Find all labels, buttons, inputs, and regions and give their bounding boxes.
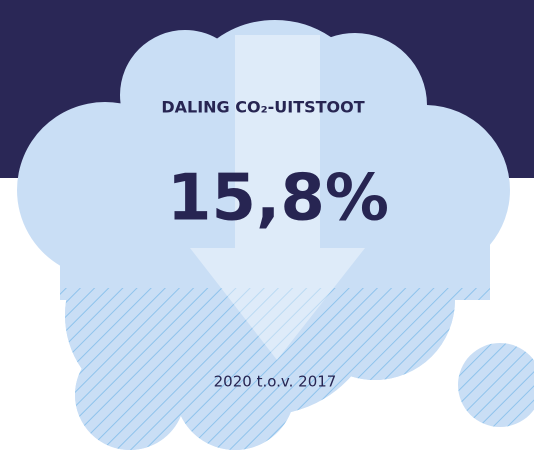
period: 2020 t.o.v. 2017: [214, 373, 337, 391]
page: {"infographic": {"label": "DALING CO₂-UI…: [0, 0, 534, 465]
value: 15,8%: [167, 162, 389, 236]
infographic: DALING CO₂-UITSTOOT 15,8% 2020 t.o.v. 20…: [0, 0, 534, 465]
label: DALING CO₂-UITSTOOT: [161, 98, 364, 117]
small-cloud: [450, 340, 534, 440]
